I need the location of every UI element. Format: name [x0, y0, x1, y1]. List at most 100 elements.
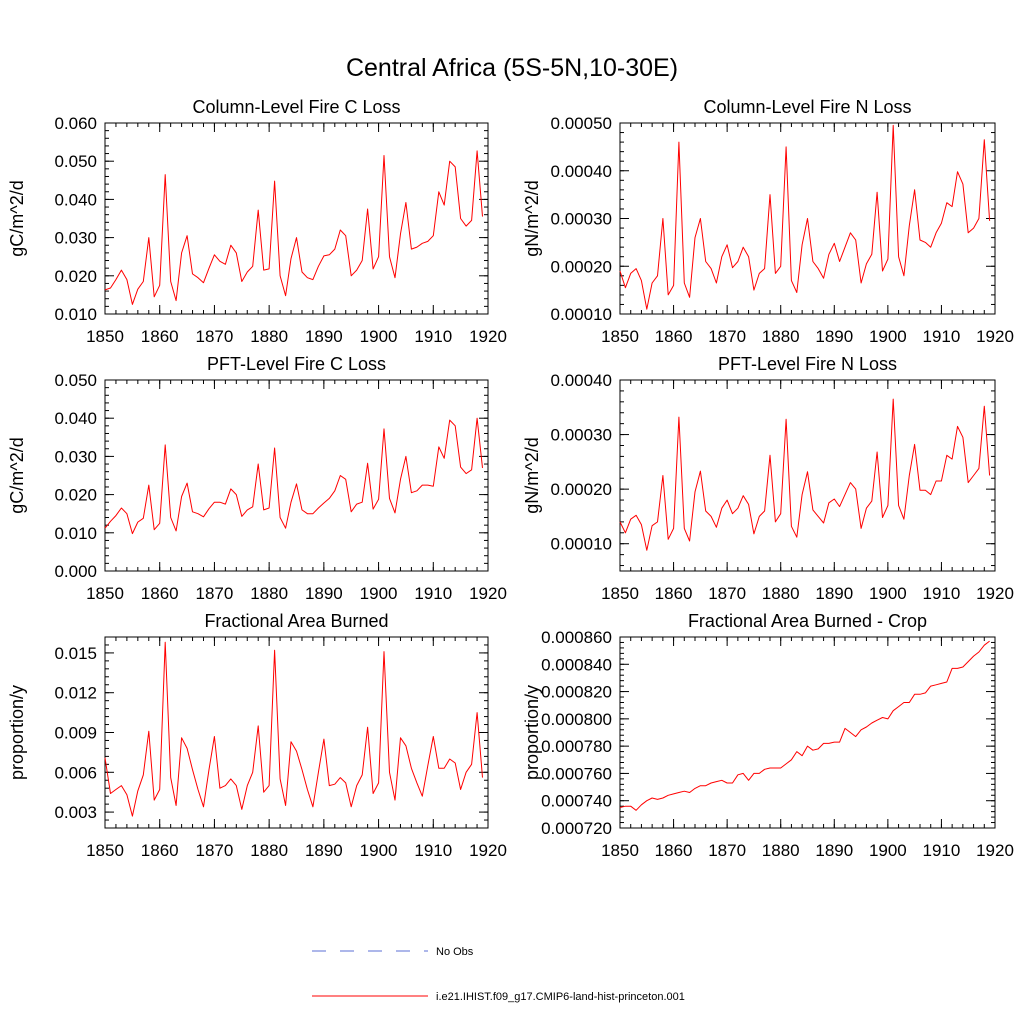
plot-frame	[619, 379, 996, 572]
y-tick-label: 0.010	[54, 305, 97, 324]
y-tick-label: 0.000780	[541, 737, 612, 756]
x-tick-label: 1880	[762, 841, 800, 860]
y-tick-label: 0.012	[54, 684, 97, 703]
y-tick-label: 0.00020	[551, 257, 612, 276]
x-tick-label: 1870	[708, 841, 746, 860]
figure-title: Central Africa (5S-5N,10-30E)	[346, 54, 678, 82]
x-tick-label: 1920	[976, 841, 1014, 860]
column-fire-c-loss-chart: Column-Level Fire C Loss gC/m^2/d 1850 1860…	[7, 97, 507, 346]
legend-label: i.e21.IHIST.f09_g17.CMIP6-land-hist-prin…	[436, 991, 685, 1003]
y-tick-label: 0.000820	[541, 683, 612, 702]
x-tick-label: 1860	[655, 841, 693, 860]
x-tick-label: 1870	[196, 841, 234, 860]
y-tick-label: 0.000720	[541, 819, 612, 838]
x-tick-label: 1900	[360, 327, 398, 346]
y-tick-label: 0.040	[54, 190, 97, 209]
y-tick-label: 0.00020	[551, 480, 612, 499]
x-tick-label: 1860	[141, 841, 179, 860]
x-tick-label: 1890	[815, 584, 853, 603]
y-tick-label: 0.000740	[541, 792, 612, 811]
x-tick-label: 1860	[141, 327, 179, 346]
panel-title: Column-Level Fire C Loss	[192, 97, 400, 117]
y-tick-label: 0.050	[54, 152, 97, 171]
x-tick-label: 1900	[869, 584, 907, 603]
y-tick-label: 0.020	[54, 267, 97, 286]
y-tick-label: 0.030	[54, 447, 97, 466]
y-tick-label: 0.00010	[551, 305, 612, 324]
y-tick-label: 0.040	[54, 409, 97, 428]
x-tick-label: 1880	[762, 584, 800, 603]
x-tick-label: 1910	[923, 327, 961, 346]
x-tick-label: 1890	[815, 327, 853, 346]
x-tick-label: 1900	[360, 584, 398, 603]
fractional-area-burned-crop-chart: Fractional Area Burned - Crop proportion/…	[522, 611, 1014, 860]
x-tick-label: 1900	[869, 327, 907, 346]
series-line	[619, 398, 991, 551]
y-tick-label: 0.015	[54, 644, 97, 663]
x-tick-label: 1860	[655, 327, 693, 346]
y-tick-label: 0.000860	[541, 628, 612, 647]
x-tick-label: 1920	[976, 584, 1014, 603]
series-line	[104, 641, 483, 817]
x-tick-label: 1860	[141, 584, 179, 603]
y-tick-label: 0.020	[54, 486, 97, 505]
x-tick-label: 1920	[469, 327, 507, 346]
column-fire-n-loss-chart: Column-Level Fire N Loss gN/m^2/d 1850 1860…	[522, 97, 1014, 346]
pft-fire-n-loss-chart: PFT-Level Fire N Loss gN/m^2/d 1850 1860 187…	[522, 354, 1014, 603]
x-tick-label: 1900	[360, 841, 398, 860]
y-tick-label: 0.000760	[541, 764, 612, 783]
pft-fire-c-loss-chart: PFT-Level Fire C Loss gC/m^2/d 1850 1860 187…	[7, 354, 507, 603]
y-axis-label: gC/m^2/d	[7, 437, 27, 513]
y-axis-label: gN/m^2/d	[522, 437, 542, 513]
x-tick-label: 1870	[196, 327, 234, 346]
legend: No Obs i.e21.IHIST.f09_g17.CMIP6-land-his…	[312, 946, 685, 1003]
x-tick-label: 1850	[86, 584, 124, 603]
x-tick-label: 1890	[305, 327, 343, 346]
x-tick-label: 1900	[869, 841, 907, 860]
series-line	[619, 124, 991, 310]
y-tick-label: 0.000800	[541, 710, 612, 729]
x-tick-label: 1880	[250, 327, 288, 346]
x-tick-label: 1850	[601, 841, 639, 860]
y-tick-label: 0.00040	[551, 162, 612, 181]
x-tick-label: 1920	[469, 841, 507, 860]
x-tick-label: 1920	[976, 327, 1014, 346]
y-tick-label: 0.000840	[541, 655, 612, 674]
x-tick-label: 1850	[601, 584, 639, 603]
chart-panels: Column-Level Fire C Loss gC/m^2/d 1850 1860…	[7, 97, 1014, 860]
x-tick-label: 1920	[469, 584, 507, 603]
y-axis-label: gC/m^2/d	[7, 180, 27, 256]
x-tick-label: 1880	[250, 584, 288, 603]
plot-frame	[104, 379, 489, 572]
y-axis-label: gN/m^2/d	[522, 180, 542, 256]
x-tick-label: 1850	[86, 841, 124, 860]
y-tick-label: 0.030	[54, 229, 97, 248]
y-tick-label: 0.00030	[551, 426, 612, 445]
panel-title: Column-Level Fire N Loss	[703, 97, 911, 117]
y-axis-label: proportion/y	[7, 685, 27, 780]
series-line	[104, 417, 483, 535]
legend-label: No Obs	[436, 946, 474, 958]
x-tick-label: 1910	[414, 584, 452, 603]
fractional-area-burned-chart: Fractional Area Burned proportion/y 1850 18…	[7, 611, 507, 860]
x-tick-label: 1890	[305, 584, 343, 603]
panel-title: PFT-Level Fire N Loss	[718, 354, 897, 374]
x-tick-label: 1890	[305, 841, 343, 860]
panel-title: Fractional Area Burned	[204, 611, 388, 631]
x-tick-label: 1880	[762, 327, 800, 346]
y-tick-label: 0.009	[54, 724, 97, 743]
y-tick-label: 0.003	[54, 803, 97, 822]
x-tick-label: 1850	[86, 327, 124, 346]
x-tick-label: 1870	[708, 584, 746, 603]
x-tick-label: 1870	[196, 584, 234, 603]
x-tick-label: 1910	[923, 584, 961, 603]
y-tick-label: 0.00030	[551, 210, 612, 229]
y-tick-label: 0.00010	[551, 535, 612, 554]
x-tick-label: 1910	[923, 841, 961, 860]
y-tick-label: 0.00040	[551, 371, 612, 390]
x-tick-label: 1910	[414, 327, 452, 346]
x-tick-label: 1910	[414, 841, 452, 860]
y-tick-label: 0.010	[54, 524, 97, 543]
